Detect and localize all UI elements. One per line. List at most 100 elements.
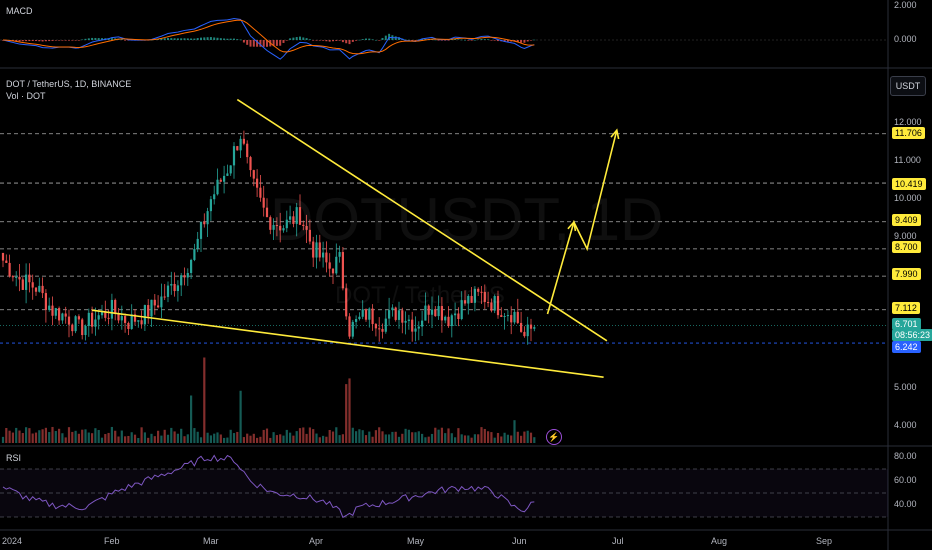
macd-histogram-bar xyxy=(332,40,334,42)
candle-body xyxy=(460,300,463,320)
volume-bar xyxy=(199,437,203,443)
volume-bar xyxy=(407,429,410,443)
candle-body xyxy=(196,238,199,249)
macd-histogram-bar xyxy=(490,40,493,41)
candle-body xyxy=(61,313,64,321)
volume-bar xyxy=(308,427,311,443)
candle-body xyxy=(107,317,110,319)
lightning-icon[interactable]: ⚡ xyxy=(546,429,562,445)
volume-bar xyxy=(401,433,404,443)
candle-body xyxy=(239,138,242,151)
candle-body xyxy=(440,306,443,321)
volume-bar xyxy=(246,433,249,443)
macd-histogram-bar xyxy=(308,39,311,40)
time-axis-label: Mar xyxy=(203,536,219,546)
volume-bar xyxy=(259,436,262,443)
macd-histogram-bar xyxy=(216,37,219,40)
macd-histogram-bar xyxy=(424,38,427,40)
macd-histogram-bar xyxy=(114,38,117,40)
macd-histogram-bar xyxy=(41,40,44,42)
volume-bar xyxy=(127,435,130,443)
macd-histogram-bar xyxy=(493,40,496,41)
candle-body xyxy=(493,296,496,311)
volume-bar xyxy=(176,433,179,443)
volume-bar xyxy=(269,437,272,443)
candle-body xyxy=(503,316,506,318)
volume-bar xyxy=(107,432,110,443)
volume-bar xyxy=(381,431,384,443)
volume-bar xyxy=(454,437,457,443)
macd-histogram-bar xyxy=(497,40,499,42)
candle-body xyxy=(163,296,166,298)
macd-histogram-bar xyxy=(454,38,457,40)
macd-histogram-bar xyxy=(51,40,54,41)
volume-bar xyxy=(232,433,236,443)
volume-bar xyxy=(417,431,420,443)
volume-bar xyxy=(404,428,407,443)
candle-body xyxy=(388,310,391,319)
candle-body xyxy=(170,283,173,286)
volume-bar xyxy=(48,432,51,443)
volume-bar xyxy=(206,432,209,443)
volume-bar xyxy=(196,431,199,443)
volume-bar xyxy=(61,433,64,443)
projection-arrowhead xyxy=(610,128,620,140)
macd-histogram-bar xyxy=(384,35,387,40)
macd-histogram-bar xyxy=(325,40,328,42)
candle-body xyxy=(506,315,509,317)
trendline xyxy=(91,309,604,378)
macd-histogram-bar xyxy=(447,40,450,41)
volume-bar xyxy=(487,431,490,443)
macd-histogram-bar xyxy=(233,38,235,40)
volume-bar xyxy=(77,433,80,443)
macd-histogram-bar xyxy=(193,38,196,40)
candle-body xyxy=(38,285,41,292)
candle-body xyxy=(378,328,381,330)
candle-body xyxy=(67,316,71,325)
candle-body xyxy=(246,143,249,158)
volume-bar xyxy=(97,430,100,443)
macd-histogram-bar xyxy=(457,39,460,40)
volume-bar xyxy=(384,434,387,443)
macd-histogram-bar xyxy=(54,40,57,41)
macd-histogram-bar xyxy=(279,40,282,46)
candle-body xyxy=(424,305,427,321)
volume-bar xyxy=(295,431,298,443)
volume-bar xyxy=(157,430,160,443)
macd-histogram-bar xyxy=(219,38,222,40)
candle-body xyxy=(143,305,146,325)
candle-body xyxy=(355,319,358,322)
volume-bar xyxy=(493,437,496,443)
volume-bar xyxy=(242,437,245,443)
macd-histogram-bar xyxy=(503,40,506,42)
volume-bar xyxy=(180,428,183,443)
candle-body xyxy=(41,285,44,294)
volume-bar xyxy=(272,432,275,443)
candle-body xyxy=(58,308,61,321)
macd-histogram-bar xyxy=(338,40,341,41)
currency-button[interactable]: USDT xyxy=(890,76,926,96)
candle-body xyxy=(180,275,183,286)
volume-bar xyxy=(444,433,447,443)
candle-body xyxy=(318,242,321,258)
volume-bar xyxy=(470,437,473,443)
macd-histogram-bar xyxy=(520,40,523,43)
level-tag: 7.990 xyxy=(892,268,921,280)
volume-bar xyxy=(460,434,463,443)
volume-indicator-title[interactable]: Vol · DOT xyxy=(6,91,46,101)
volume-bar xyxy=(44,427,47,443)
volume-bar xyxy=(358,429,361,443)
volume-bar xyxy=(397,436,401,443)
macd-histogram-bar xyxy=(18,40,21,42)
macd-histogram-bar xyxy=(299,36,301,40)
volume-bar xyxy=(477,434,480,443)
macd-histogram-bar xyxy=(312,40,315,41)
macd-histogram-bar xyxy=(25,40,28,42)
macd-histogram-bar xyxy=(411,40,414,41)
volume-bar xyxy=(378,427,381,443)
volume-bar xyxy=(394,431,397,443)
volume-bar xyxy=(51,426,54,443)
time-axis-label: Jun xyxy=(512,536,527,546)
symbol-title[interactable]: DOT / TetherUS, 1D, BINANCE xyxy=(6,79,132,89)
